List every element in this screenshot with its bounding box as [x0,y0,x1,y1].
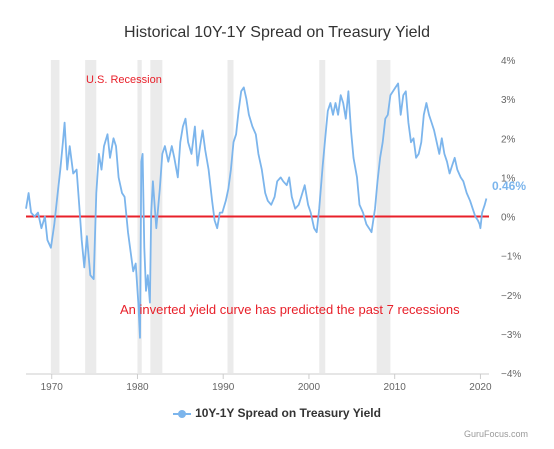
y-tick-label: 1% [501,173,516,184]
chart-title: Historical 10Y-1Y Spread on Treasury Yie… [124,24,430,41]
x-tick-label: 2000 [298,382,321,393]
x-tick-label: 1990 [212,382,235,393]
y-tick-label: −4% [501,369,521,380]
y-tick-label: −1% [501,252,521,263]
y-tick-label: 2% [501,134,516,145]
x-tick-label: 2010 [384,382,407,393]
y-axis-ticks: −4% −3% −2% −1% 0% 1% 2% 3% 4% [501,56,521,380]
credit-text[interactable]: GuruFocus.com [463,429,528,439]
annotation-text: An inverted yield curve has predicted th… [120,302,460,317]
y-tick-label: 0% [501,213,516,224]
y-tick-label: 3% [501,95,516,106]
last-value-label: 0.46% [492,179,526,193]
x-tick-label: 1970 [41,382,64,393]
y-tick-label: −3% [501,330,521,341]
y-tick-label: −2% [501,291,521,302]
x-tick-label: 2020 [469,382,492,393]
x-axis-labels: 1970 1980 1990 2000 2010 2020 [41,382,492,393]
recession-label: U.S. Recession [86,74,162,86]
series-line[interactable] [25,82,488,339]
y-tick-label: 4% [501,56,516,67]
x-axis-ticks [51,374,481,379]
legend-label: 10Y-1Y Spread on Treasury Yield [195,406,381,420]
legend-swatch [173,409,192,419]
x-tick-label: 1980 [126,382,149,393]
legend[interactable]: 10Y-1Y Spread on Treasury Yield [0,406,554,420]
